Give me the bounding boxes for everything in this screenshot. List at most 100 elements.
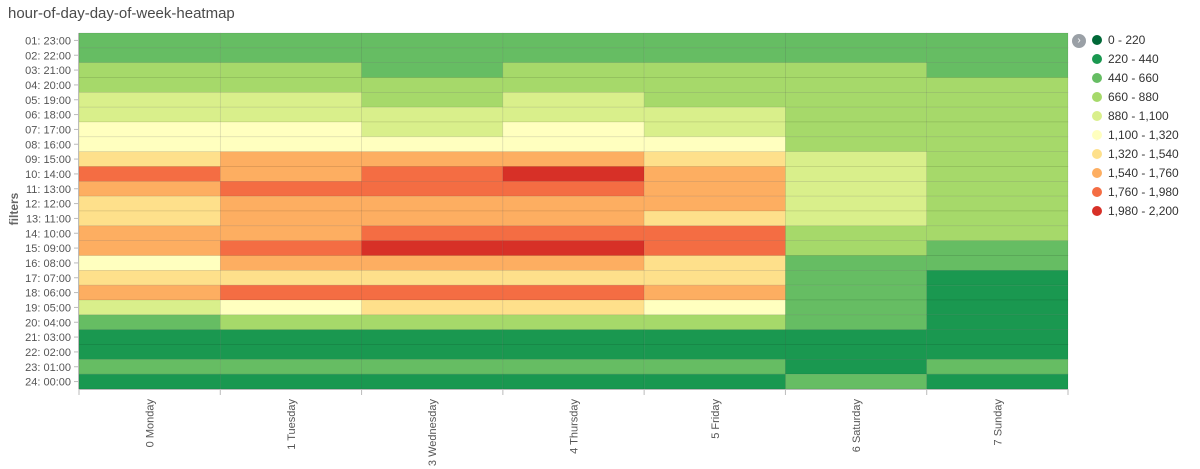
heatmap-cell[interactable] [361,344,504,360]
heatmap-cell[interactable] [78,255,221,271]
heatmap-cell[interactable] [502,195,645,212]
heatmap-cell[interactable] [219,255,362,271]
heatmap-cell[interactable] [502,210,645,227]
heatmap-cell[interactable] [926,210,1069,227]
heatmap-cell[interactable] [219,92,362,108]
heatmap-cell[interactable] [219,106,362,123]
heatmap-cell[interactable] [361,136,504,152]
heatmap-cell[interactable] [219,270,362,286]
heatmap-cell[interactable] [361,106,504,123]
heatmap-cell[interactable] [502,225,645,241]
heatmap-cell[interactable] [643,47,786,63]
heatmap-cell[interactable] [785,225,928,241]
heatmap-cell[interactable] [926,181,1069,197]
heatmap-cell[interactable] [785,121,928,138]
heatmap-cell[interactable] [502,314,645,330]
heatmap-cell[interactable] [785,195,928,212]
heatmap-cell[interactable] [643,136,786,152]
heatmap-cell[interactable] [361,77,504,93]
legend-item[interactable]: 660 - 880 [1092,87,1179,106]
heatmap-cell[interactable] [926,166,1069,182]
heatmap-cell[interactable] [78,181,221,197]
heatmap-cell[interactable] [361,255,504,271]
heatmap-cell[interactable] [78,329,221,345]
heatmap-cell[interactable] [785,314,928,330]
heatmap-cell[interactable] [926,77,1069,93]
legend-item[interactable]: 0 - 220 [1092,30,1179,49]
heatmap-cell[interactable] [926,136,1069,152]
heatmap-cell[interactable] [643,329,786,345]
heatmap-cell[interactable] [926,47,1069,63]
heatmap-cell[interactable] [502,166,645,182]
heatmap-cell[interactable] [361,299,504,316]
heatmap-cell[interactable] [219,47,362,63]
heatmap-cell[interactable] [361,314,504,330]
heatmap-cell[interactable] [785,62,928,78]
heatmap-cell[interactable] [361,151,504,167]
heatmap-cell[interactable] [502,136,645,152]
heatmap-cell[interactable] [785,299,928,316]
heatmap-cell[interactable] [643,373,786,390]
heatmap-cell[interactable] [78,314,221,330]
heatmap-cell[interactable] [926,373,1069,390]
heatmap-cell[interactable] [785,77,928,93]
heatmap-cell[interactable] [219,373,362,390]
heatmap-cell[interactable] [643,151,786,167]
heatmap-cell[interactable] [219,166,362,182]
heatmap-cell[interactable] [78,106,221,123]
heatmap-cell[interactable] [502,240,645,256]
heatmap-cell[interactable] [785,166,928,182]
heatmap-cell[interactable] [502,255,645,271]
heatmap-cell[interactable] [785,210,928,227]
heatmap-cell[interactable] [643,121,786,138]
heatmap-cell[interactable] [926,359,1069,375]
heatmap-cell[interactable] [219,240,362,256]
heatmap-cell[interactable] [785,373,928,390]
heatmap-cell[interactable] [361,121,504,138]
heatmap-cell[interactable] [502,270,645,286]
heatmap-cell[interactable] [643,106,786,123]
heatmap-cell[interactable] [219,284,362,301]
heatmap-cell[interactable] [785,329,928,345]
heatmap-cell[interactable] [643,299,786,316]
heatmap-cell[interactable] [219,77,362,93]
heatmap-cell[interactable] [785,284,928,301]
heatmap-cell[interactable] [785,359,928,375]
heatmap-cell[interactable] [785,344,928,360]
heatmap-cell[interactable] [219,136,362,152]
heatmap-cell[interactable] [219,121,362,138]
heatmap-cell[interactable] [926,32,1069,49]
heatmap-cell[interactable] [502,373,645,390]
heatmap-cell[interactable] [643,359,786,375]
heatmap-cell[interactable] [926,106,1069,123]
heatmap-cell[interactable] [502,47,645,63]
heatmap-cell[interactable] [502,151,645,167]
legend-item[interactable]: 220 - 440 [1092,49,1179,68]
heatmap-cell[interactable] [78,373,221,390]
heatmap-cell[interactable] [361,225,504,241]
heatmap-cell[interactable] [78,151,221,167]
heatmap-cell[interactable] [643,284,786,301]
legend-item[interactable]: 1,320 - 1,540 [1092,145,1179,164]
heatmap-cell[interactable] [219,299,362,316]
heatmap-cell[interactable] [643,92,786,108]
heatmap-cell[interactable] [785,240,928,256]
heatmap-cell[interactable] [361,195,504,212]
heatmap-cell[interactable] [502,62,645,78]
heatmap-cell[interactable] [643,270,786,286]
heatmap-cell[interactable] [78,359,221,375]
heatmap-cell[interactable] [361,373,504,390]
heatmap-cell[interactable] [785,47,928,63]
heatmap-cell[interactable] [219,314,362,330]
heatmap-cell[interactable] [502,344,645,360]
heatmap-cell[interactable] [502,77,645,93]
heatmap-cell[interactable] [361,359,504,375]
heatmap-cell[interactable] [219,151,362,167]
heatmap-cell[interactable] [78,166,221,182]
heatmap-cell[interactable] [361,47,504,63]
heatmap-cell[interactable] [78,240,221,256]
heatmap-cell[interactable] [785,151,928,167]
heatmap-cell[interactable] [78,195,221,212]
heatmap-cell[interactable] [643,32,786,49]
heatmap-cell[interactable] [219,32,362,49]
